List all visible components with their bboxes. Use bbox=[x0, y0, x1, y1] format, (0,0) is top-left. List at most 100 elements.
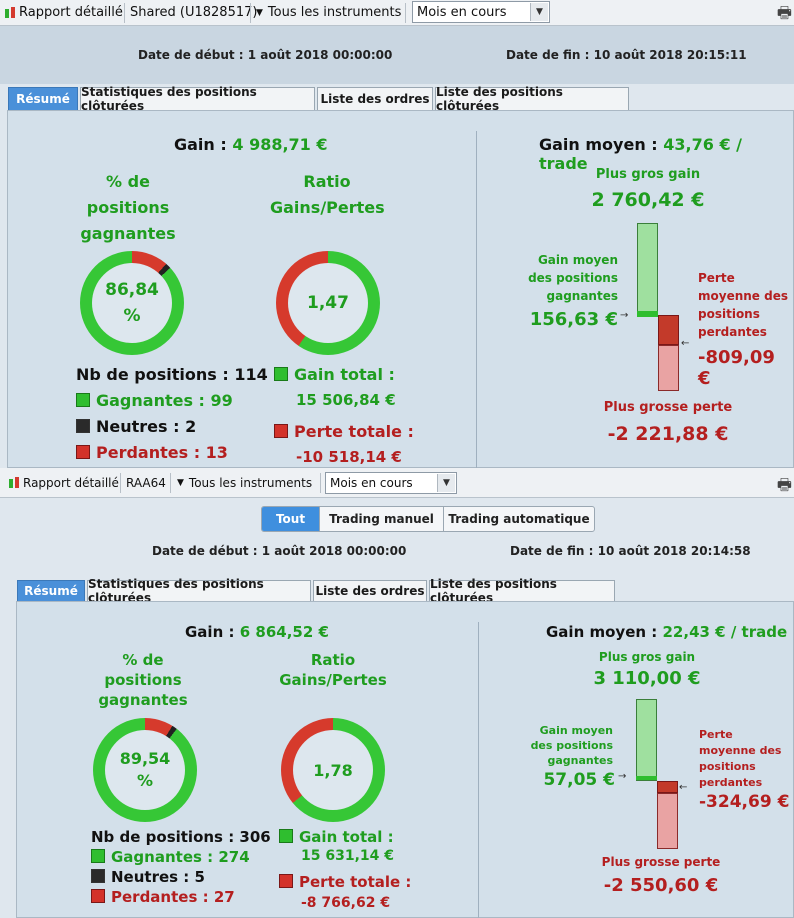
start-date: Date de début : 1 août 2018 00:00:00 bbox=[138, 48, 393, 62]
avg-win-label: Gain moyen des positions gagnantes bbox=[528, 253, 618, 303]
biggest-loss-label: Plus grosse perte bbox=[601, 855, 721, 869]
winning-count: Gagnantes : 274 bbox=[91, 848, 250, 866]
avg-loss-bar bbox=[657, 781, 678, 793]
tab-statistics[interactable]: Statistiques des positions clôturées bbox=[80, 85, 315, 113]
account-selector[interactable]: RAA64 bbox=[126, 475, 166, 490]
start-date: Date de début : 1 août 2018 00:00:00 bbox=[152, 544, 407, 558]
neutral-count: Neutres : 5 bbox=[91, 868, 205, 886]
end-date: Date de fin : 10 août 2018 20:15:11 bbox=[506, 48, 747, 62]
instruments-label: Tous les instruments bbox=[267, 5, 402, 20]
ratio-value: 1,78 bbox=[313, 760, 353, 780]
arrow-left-icon: ← bbox=[681, 338, 690, 349]
avg-loss-label: Perte moyenne des positions perdantes bbox=[699, 728, 782, 789]
avg-loss-value: -809,09 € bbox=[698, 347, 775, 389]
win-rate-donut: 89,54% bbox=[93, 718, 197, 822]
summary-content: Gain : 6 864,52 € % de positions gagnantes… bbox=[16, 601, 794, 918]
tab-closed-positions[interactable]: Liste des positions clôturées bbox=[429, 577, 615, 605]
instruments-selector[interactable]: ▼ Tous les instruments bbox=[256, 0, 401, 25]
arrow-left-icon: ← bbox=[679, 782, 688, 793]
candlestick-icon bbox=[4, 5, 16, 21]
candlestick-icon bbox=[8, 475, 20, 491]
biggest-gain-label: Plus gros gain bbox=[598, 650, 696, 664]
avg-loss-label: Perte moyenne des positions perdantes bbox=[698, 271, 788, 339]
avg-loss-bar bbox=[658, 315, 679, 345]
average-gain: Gain moyen : 43,76 € / trade bbox=[539, 135, 742, 173]
tab-resume[interactable]: Résumé bbox=[17, 580, 85, 601]
tab-closed-positions[interactable]: Liste des positions clôturées bbox=[435, 85, 629, 113]
ratio-donut: 1,47 bbox=[276, 251, 380, 355]
end-date: Date de fin : 10 août 2018 20:14:58 bbox=[510, 544, 751, 558]
total-loss-value: -8 766,62 € bbox=[301, 895, 391, 911]
toolbar: Rapport détaillé RAA64 ▼ Tous les instru… bbox=[0, 468, 794, 498]
arrow-right-icon: → bbox=[618, 771, 627, 782]
chevron-down-icon: ▼ bbox=[177, 477, 184, 488]
gain-summary: Gain : 4 988,71 € bbox=[174, 135, 328, 154]
biggest-loss-label: Plus grosse perte bbox=[603, 400, 733, 415]
account-selector[interactable]: Shared (U1828517) bbox=[130, 5, 258, 20]
biggest-gain-bar bbox=[636, 699, 657, 781]
total-gain-label: Gain total : bbox=[279, 828, 394, 846]
positions-count: Nb de positions : 306 bbox=[91, 828, 271, 846]
biggest-gain-bar bbox=[637, 223, 658, 315]
period-select[interactable]: Mois en cours ▼ bbox=[325, 472, 457, 494]
ratio-value: 1,47 bbox=[307, 293, 349, 313]
printer-icon[interactable]: 🖶 bbox=[776, 3, 792, 22]
report-button[interactable]: Rapport détaillé bbox=[4, 0, 123, 25]
gain-summary: Gain : 6 864,52 € bbox=[185, 623, 329, 641]
period-select[interactable]: Mois en cours ▼ bbox=[412, 1, 550, 23]
avg-win-value: 57,05 € bbox=[543, 770, 615, 790]
date-band: Date de début : 1 août 2018 00:00:00 Dat… bbox=[0, 26, 794, 84]
avg-win-label: Gain moyen des positions gagnantes bbox=[530, 724, 613, 767]
report-label: Rapport détaillé bbox=[23, 475, 119, 490]
win-rate-donut: 86,84% bbox=[80, 251, 184, 355]
instruments-label: Tous les instruments bbox=[188, 475, 313, 490]
tab-orders[interactable]: Liste des ordres bbox=[317, 87, 433, 110]
biggest-gain-label: Plus gros gain bbox=[595, 167, 701, 182]
trading-mode-switch: Tout Trading manuel Trading automatique bbox=[261, 506, 595, 532]
total-loss-value: -10 518,14 € bbox=[296, 448, 402, 466]
chevron-down-icon: ▼ bbox=[256, 7, 263, 18]
average-gain: Gain moyen : 22,43 € / trade bbox=[546, 623, 788, 641]
instruments-selector[interactable]: ▼ Tous les instruments bbox=[177, 468, 312, 497]
report-panel-2: Rapport détaillé RAA64 ▼ Tous les instru… bbox=[0, 468, 794, 918]
chevron-down-icon[interactable]: ▼ bbox=[530, 3, 548, 21]
tab-orders[interactable]: Liste des ordres bbox=[313, 580, 427, 601]
tab-resume[interactable]: Résumé bbox=[8, 87, 78, 110]
arrow-right-icon: → bbox=[620, 310, 629, 321]
toolbar: Rapport détaillé Shared (U1828517) ▼ Tou… bbox=[0, 0, 794, 26]
biggest-gain-value: 3 110,00 € bbox=[593, 668, 701, 689]
period-value: Mois en cours bbox=[330, 476, 413, 490]
printer-icon[interactable]: 🖶 bbox=[776, 475, 792, 494]
win-rate-value: 86,84 bbox=[105, 280, 159, 300]
total-gain-value: 15 631,14 € bbox=[301, 848, 394, 864]
pct-title: % de positions gagnantes bbox=[98, 651, 188, 709]
neutral-count: Neutres : 2 bbox=[76, 417, 196, 436]
ratio-title: Ratio Gains/Pertes bbox=[279, 651, 387, 689]
winning-count: Gagnantes : 99 bbox=[76, 391, 233, 410]
ratio-title: Ratio Gains/Pertes bbox=[270, 172, 384, 217]
total-loss-label: Perte totale : bbox=[274, 422, 414, 441]
mode-manual[interactable]: Trading manuel bbox=[320, 507, 444, 531]
biggest-gain-value: 2 760,42 € bbox=[591, 189, 705, 211]
tab-statistics[interactable]: Statistiques des positions clôturées bbox=[87, 577, 311, 605]
mode-all[interactable]: Tout bbox=[262, 507, 320, 531]
losing-count: Perdantes : 27 bbox=[91, 888, 235, 906]
summary-content: Gain : 4 988,71 € % de positions gagnantes… bbox=[7, 110, 794, 469]
biggest-loss-value: -2 221,88 € bbox=[607, 423, 729, 445]
chevron-down-icon[interactable]: ▼ bbox=[437, 474, 455, 492]
pct-title: % de positions gagnantes bbox=[80, 172, 176, 243]
total-gain-value: 15 506,84 € bbox=[296, 391, 396, 409]
total-loss-label: Perte totale : bbox=[279, 873, 411, 891]
report-button[interactable]: Rapport détaillé bbox=[8, 468, 119, 497]
total-gain-label: Gain total : bbox=[274, 365, 395, 384]
win-rate-value: 89,54 bbox=[119, 749, 171, 768]
losing-count: Perdantes : 13 bbox=[76, 443, 228, 462]
biggest-loss-value: -2 550,60 € bbox=[603, 875, 719, 896]
positions-count: Nb de positions : 114 bbox=[76, 365, 268, 384]
mode-auto[interactable]: Trading automatique bbox=[448, 512, 590, 526]
biggest-loss-bar bbox=[658, 345, 679, 391]
period-value: Mois en cours bbox=[417, 4, 507, 20]
avg-win-value: 156,63 € bbox=[529, 309, 618, 330]
report-panel-1: Rapport détaillé Shared (U1828517) ▼ Tou… bbox=[0, 0, 794, 469]
ratio-donut: 1,78 bbox=[281, 718, 385, 822]
